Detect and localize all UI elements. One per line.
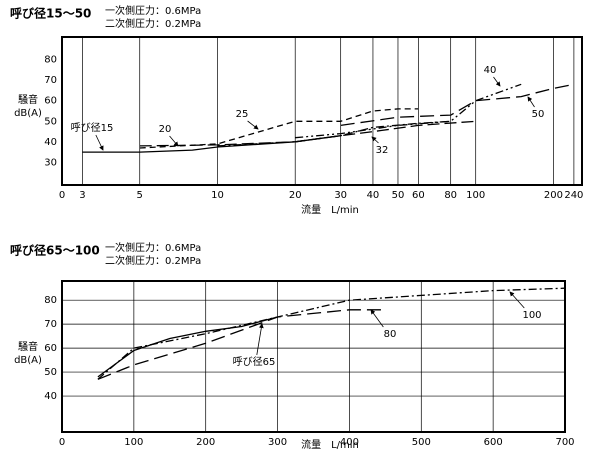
pressure-note: 一次側圧力：0.6MPa [105, 241, 201, 254]
x-tick-label: 3 [79, 190, 85, 201]
x-tick-label: 300 [268, 437, 287, 448]
y-tick-label: 50 [44, 116, 57, 127]
series-line [139, 108, 419, 149]
y-tick-label: 50 [44, 367, 57, 378]
series-line [295, 83, 522, 139]
leader-arrow [95, 134, 104, 151]
x-tick-label: 200 [196, 437, 215, 448]
series-label: 呼び径65 [233, 355, 276, 368]
pressure-note: 二次側圧力：0.2MPa [105, 17, 201, 30]
y-tick-label: 30 [44, 157, 57, 168]
x-tick-label: 100 [124, 437, 143, 448]
x-tick-label: 700 [555, 437, 574, 448]
x-tick-label: 0 [59, 190, 65, 201]
leader-arrow [527, 96, 535, 108]
plot-frame [61, 36, 583, 186]
plot-frame [61, 280, 566, 433]
leader-arrow [256, 323, 264, 356]
x-tick-label: 10 [211, 190, 224, 201]
y-tick-label: 80 [44, 295, 57, 306]
x-tick-label: 50 [392, 190, 405, 201]
series-line [139, 120, 476, 147]
series-label: 呼び径15 [71, 121, 114, 134]
x-tick-label: 200 [544, 190, 563, 201]
series-label: 80 [384, 329, 397, 340]
y-axis-label: 騒音 [18, 340, 38, 353]
series-line [97, 316, 278, 378]
y-tick-label: 60 [44, 96, 57, 107]
chart-title: 呼び径65～100 [10, 243, 100, 258]
x-tick-label: 40 [367, 190, 380, 201]
x-axis-label: 流量 L/min [301, 203, 359, 216]
series-label: 25 [236, 109, 249, 120]
x-tick-label: 100 [466, 190, 485, 201]
x-axis-label: 流量 L/min [301, 438, 359, 451]
y-tick-label: 60 [44, 343, 57, 354]
x-tick-label: 500 [412, 437, 431, 448]
x-tick-label: 30 [334, 190, 347, 201]
leader-arrow [169, 135, 179, 147]
x-tick-label: 600 [484, 437, 503, 448]
pressure-note: 二次側圧力：0.2MPa [105, 254, 201, 267]
y-tick-label: 70 [44, 75, 57, 86]
x-tick-label: 60 [412, 190, 425, 201]
y-tick-label: 80 [44, 55, 57, 66]
y-axis-label: dB(A) [14, 108, 42, 119]
y-tick-label: 40 [44, 391, 57, 402]
y-tick-label: 70 [44, 319, 57, 330]
x-tick-label: 80 [444, 190, 457, 201]
x-tick-label: 5 [137, 190, 143, 201]
series-line [97, 309, 386, 380]
series-line [97, 287, 566, 380]
chart-title: 呼び径15～50 [10, 6, 91, 21]
leader-arrow [371, 136, 379, 144]
leader-arrow [493, 76, 501, 87]
y-axis-label: dB(A) [14, 355, 42, 366]
x-tick-label: 20 [289, 190, 302, 201]
x-tick-label: 400 [340, 437, 359, 448]
series-label: 40 [484, 65, 497, 76]
x-tick-label: 240 [564, 190, 583, 201]
leader-arrow [509, 291, 525, 309]
series-label: 32 [376, 145, 389, 156]
x-tick-label: 0 [59, 437, 65, 448]
series-label: 100 [522, 310, 541, 321]
leader-arrow [370, 309, 384, 328]
y-tick-label: 40 [44, 137, 57, 148]
y-axis-label: 騒音 [18, 93, 38, 106]
series-label: 20 [159, 124, 172, 135]
pressure-note: 一次側圧力：0.6MPa [105, 4, 201, 17]
series-label: 50 [532, 109, 545, 120]
leader-arrow [247, 120, 259, 130]
